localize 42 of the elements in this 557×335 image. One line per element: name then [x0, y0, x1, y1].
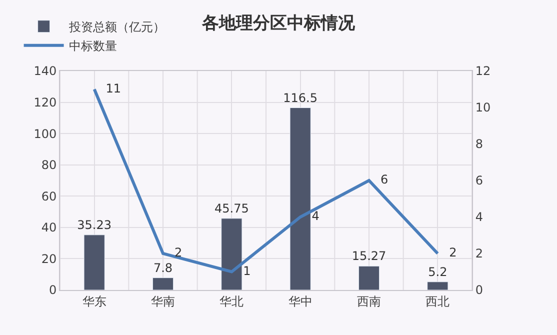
bar	[152, 278, 174, 290]
bar	[358, 266, 380, 290]
data-label: 5.2	[428, 264, 448, 279]
y-tick-label: 140	[34, 64, 57, 78]
bar	[427, 282, 448, 290]
y2-tick-label: 6	[475, 174, 484, 188]
y-tick-label: 60	[41, 189, 57, 204]
y2-tick-label: 8	[475, 137, 484, 152]
x-tick-label: 华南	[151, 294, 175, 308]
y-tick-label: 40	[41, 220, 57, 235]
bar	[221, 218, 242, 290]
data-label: 45.75	[214, 201, 249, 216]
bar	[290, 108, 311, 290]
data-label: 6	[369, 172, 388, 186]
y-tick-label: 20	[41, 252, 57, 266]
legend-label: 投资总额（亿元）	[68, 20, 165, 34]
y2-tick-label: 10	[475, 100, 491, 115]
data-label: 116.5	[283, 90, 318, 105]
legend-label: 中标数量	[68, 39, 117, 54]
y2-tick-label: 2	[475, 246, 484, 261]
y2-tick-label: 12	[475, 64, 491, 78]
y2-tick-label: 0	[475, 283, 484, 298]
data-label: 2	[163, 246, 182, 260]
x-tick-label: 华北	[220, 294, 244, 308]
x-tick-label: 华中	[288, 294, 312, 308]
bar	[84, 234, 105, 290]
y-tick-label: 120	[34, 95, 57, 110]
y-tick-label: 0	[48, 283, 57, 298]
data-label: 1	[232, 264, 251, 278]
x-tick-label: 西南	[357, 294, 381, 308]
x-tick-label: 华东	[82, 294, 106, 308]
y2-tick-label: 4	[475, 210, 484, 224]
x-tick-label: 西北	[426, 294, 450, 308]
y-tick-label: 80	[41, 158, 57, 172]
data-label: 35.23	[77, 218, 112, 232]
data-label: 11	[94, 81, 122, 96]
chart-title: 各地理分区中标情况	[201, 14, 356, 34]
data-label: 7.8	[153, 260, 173, 275]
y-tick-label: 100	[34, 126, 57, 141]
data-label: 2	[438, 246, 457, 260]
data-label: 4	[300, 209, 320, 223]
data-label: 15.27	[352, 249, 386, 264]
